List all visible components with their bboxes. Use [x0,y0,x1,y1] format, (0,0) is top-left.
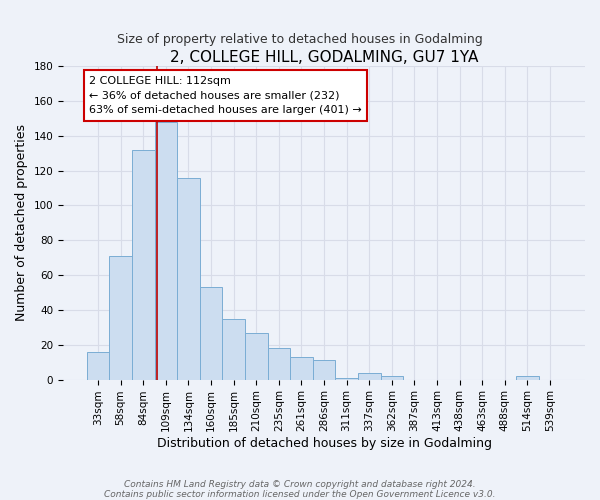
Bar [109,256,132,380]
Bar [177,178,200,380]
Bar [335,378,358,380]
Text: 2 COLLEGE HILL: 112sqm
← 36% of detached houses are smaller (232)
63% of semi-de: 2 COLLEGE HILL: 112sqm ← 36% of detached… [89,76,362,115]
Text: Size of property relative to detached houses in Godalming: Size of property relative to detached ho… [117,32,483,46]
Bar [200,288,223,380]
Bar [223,318,245,380]
Bar [155,122,177,380]
Bar [313,360,335,380]
Bar [245,332,268,380]
Bar [358,372,380,380]
Text: Contains HM Land Registry data © Crown copyright and database right 2024.
Contai: Contains HM Land Registry data © Crown c… [104,480,496,499]
Title: 2, COLLEGE HILL, GODALMING, GU7 1YA: 2, COLLEGE HILL, GODALMING, GU7 1YA [170,50,478,65]
Bar [87,352,109,380]
Y-axis label: Number of detached properties: Number of detached properties [15,124,28,322]
Bar [132,150,155,380]
X-axis label: Distribution of detached houses by size in Godalming: Distribution of detached houses by size … [157,437,491,450]
Bar [380,376,403,380]
Bar [268,348,290,380]
Bar [516,376,539,380]
Bar [290,357,313,380]
